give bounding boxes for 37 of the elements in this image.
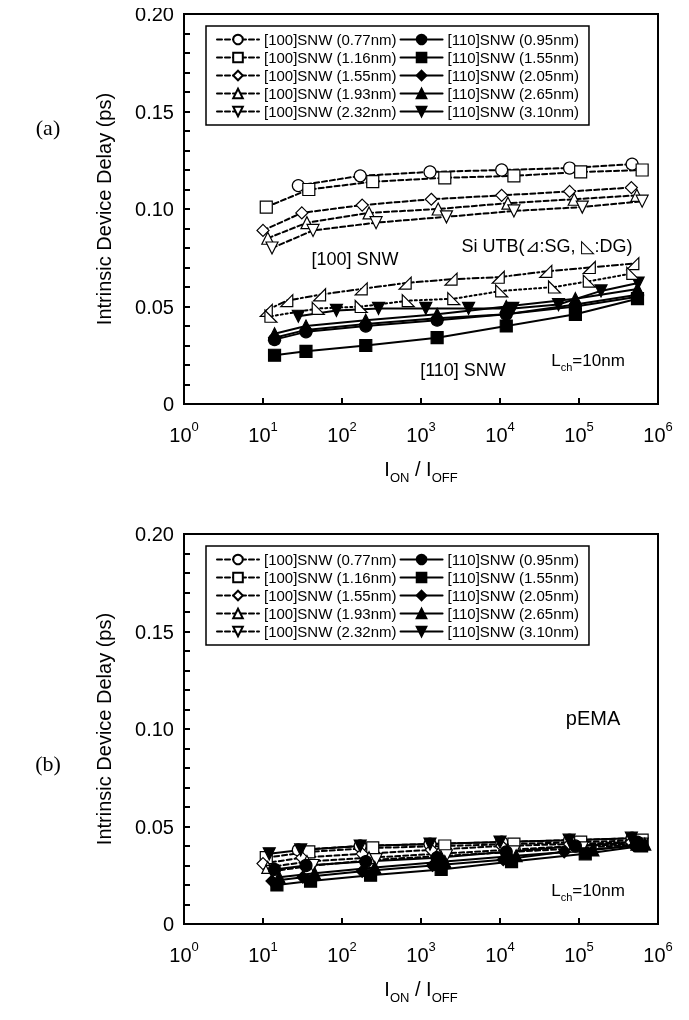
legend-label: [110]SNW (3.10nm) — [447, 103, 579, 120]
annotation: [110] SNW — [420, 360, 506, 380]
y-tick-label: 0 — [162, 913, 174, 935]
legend-label: [110]SNW (3.10nm) — [447, 623, 579, 640]
legend-label: [110]SNW (0.95nm) — [447, 31, 579, 48]
text: (b) — [35, 750, 61, 776]
legend-label: [110]SNW (2.65nm) — [447, 85, 579, 102]
legend-label: [110]SNW (2.05nm) — [447, 67, 579, 84]
y-tick-label: 0.10 — [135, 198, 174, 220]
y-tick-label: 0.15 — [135, 620, 174, 643]
legend-label: [100]SNW (1.93nm) — [264, 605, 397, 622]
y-tick-label: 0.05 — [135, 815, 174, 838]
y-tick-label: 0 — [162, 393, 174, 415]
annotation: [100] SNW — [311, 249, 399, 269]
y-tick-label: 0.10 — [135, 718, 174, 740]
legend-label: [100]SNW (1.16nm) — [264, 569, 397, 586]
y-tick-label: 0.15 — [135, 100, 174, 123]
y-tick-label: 0.20 — [135, 523, 174, 545]
legend-label: [100]SNW (0.77nm) — [264, 31, 397, 48]
legend-label: [100]SNW (2.32nm) — [264, 623, 397, 640]
legend-label: [100]SNW (1.55nm) — [264, 67, 397, 84]
y-axis-title: Intrinsic Device Delay (ps) — [93, 612, 115, 846]
annotation: Si UTB(⊿:SG, ◺:DG) — [461, 236, 633, 256]
legend-label: [110]SNW (2.65nm) — [447, 605, 579, 622]
legend-label: [100]SNW (1.93nm) — [264, 85, 397, 102]
annotation: pEMA — [565, 707, 621, 729]
y-axis-title: Intrinsic Device Delay (ps) — [93, 92, 115, 326]
legend-label: [110]SNW (1.55nm) — [447, 569, 579, 586]
legend-label: [110]SNW (1.55nm) — [447, 49, 579, 66]
text: (a) — [35, 114, 61, 140]
legend-label: [110]SNW (2.05nm) — [447, 587, 579, 604]
legend-label: [100]SNW (2.32nm) — [264, 103, 397, 120]
legend-label: [100]SNW (1.16nm) — [264, 49, 397, 66]
legend-label: [100]SNW (0.77nm) — [264, 551, 397, 568]
y-tick-label: 0.05 — [135, 295, 174, 318]
legend-label: [110]SNW (0.95nm) — [447, 551, 579, 568]
legend-label: [100]SNW (1.55nm) — [264, 587, 397, 604]
